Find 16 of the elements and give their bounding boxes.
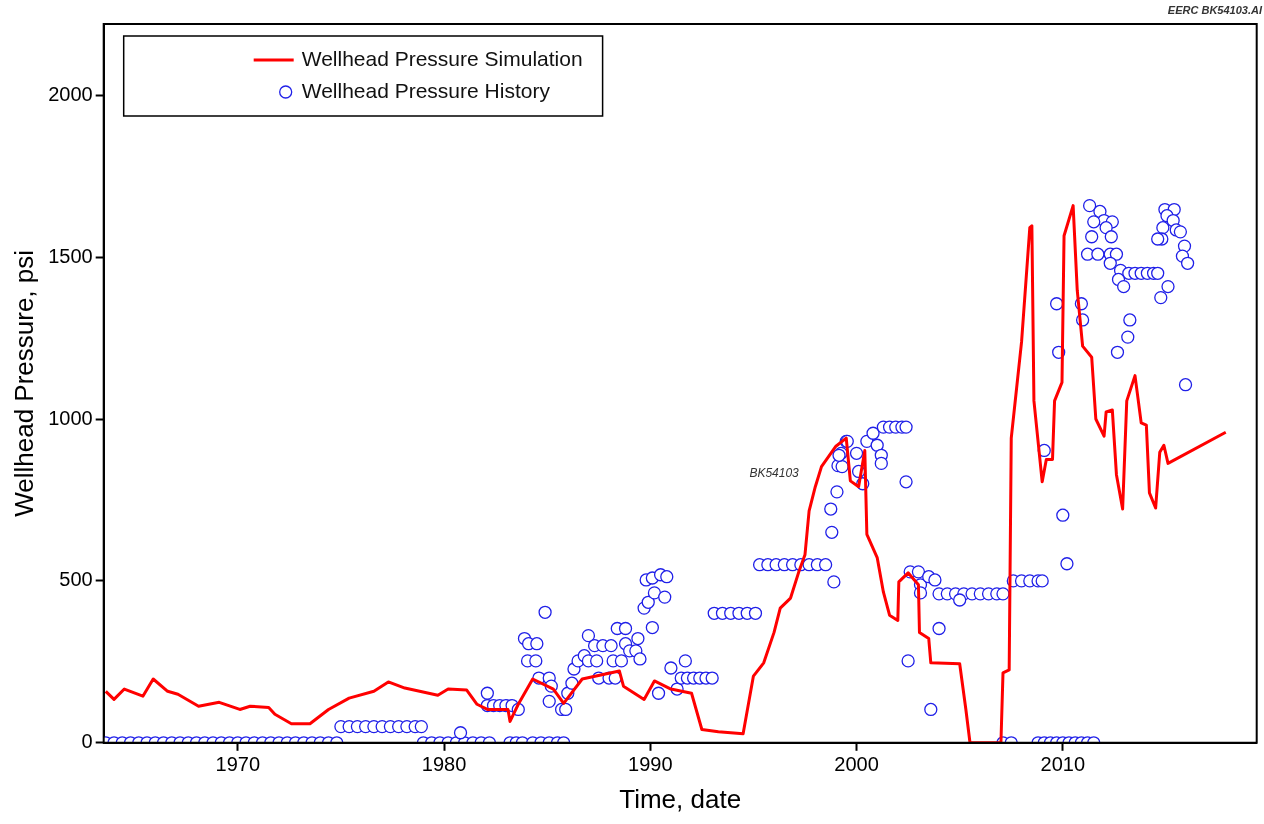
- x-axis-title: Time, date: [619, 783, 742, 814]
- annotation: BK54103: [749, 466, 799, 481]
- x-tick-label: 1970: [215, 753, 261, 776]
- text: EERC BK54103.AI: [1167, 4, 1262, 16]
- y-tick-label: 2000: [48, 82, 93, 105]
- y-tick-label: 1000: [48, 406, 93, 429]
- y-tick-label: 1500: [48, 244, 93, 267]
- legend-label: Wellhead Pressure History: [301, 78, 551, 102]
- y-tick-label: 0: [81, 730, 93, 753]
- x-tick-label: 2010: [1040, 753, 1086, 776]
- y-tick-label: 500: [59, 568, 93, 591]
- x-tick-label: 2000: [834, 753, 879, 776]
- legend-label: Wellhead Pressure Simulation: [301, 46, 583, 70]
- x-tick-label: 1990: [628, 753, 673, 776]
- x-tick-label: 1980: [421, 753, 467, 776]
- y-axis-title: Wellhead Pressure, psi: [8, 249, 39, 517]
